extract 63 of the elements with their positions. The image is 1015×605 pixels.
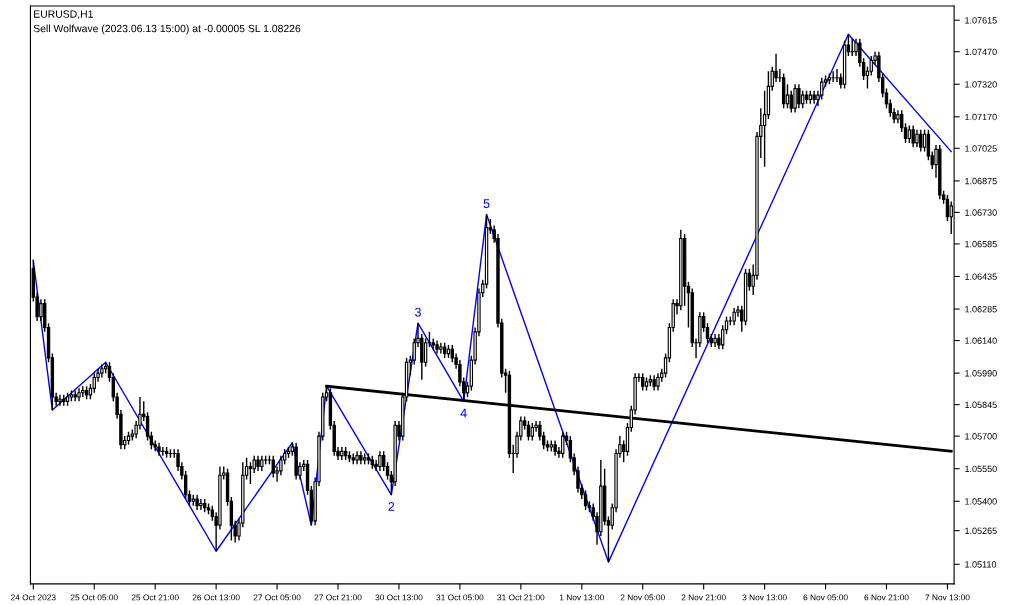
y-tick-label: 1.06585: [965, 240, 997, 248]
candlestick: [911, 124, 915, 148]
candlestick: [762, 90, 767, 168]
y-tick-label: 1.06730: [965, 209, 997, 216]
y-tick-label: 1.06435: [965, 273, 997, 280]
candlestick: [835, 68, 839, 83]
x-tick-label: 2 Nov 21:00: [681, 594, 726, 601]
x-tick-label: 26 Oct 13:00: [192, 594, 240, 601]
y-tick-label: 1.07025: [965, 145, 997, 152]
candlestick: [271, 454, 275, 479]
x-tick-label: 1 Nov 13:00: [559, 594, 604, 601]
line-series: [32, 33, 952, 563]
x-tick-label: 31 Oct 05:00: [436, 594, 484, 601]
candlestick: [161, 446, 165, 457]
candlestick: [793, 83, 797, 114]
y-tick-label: 1.07170: [965, 113, 997, 121]
candlestick: [831, 70, 835, 83]
y-tick-label: 1.07615: [965, 17, 997, 24]
candlestick: [439, 342, 443, 355]
x-tick-label: 25 Oct 21:00: [131, 594, 179, 601]
y-tick-label: 1.05400: [965, 498, 997, 505]
x-tick-label: 27 Oct 21:00: [314, 594, 362, 601]
x-tick-label: 31 Oct 21:00: [497, 594, 545, 601]
x-tick-label: 3 Nov 13:00: [742, 594, 787, 601]
candlestick: [561, 431, 565, 459]
y-tick-label: 1.05990: [965, 370, 997, 377]
candlestick: [199, 498, 203, 511]
x-tick-label: 27 Oct 05:00: [253, 594, 301, 601]
candlestick: [423, 337, 428, 368]
y-tick-label: 1.06140: [965, 337, 997, 344]
y-tick-label: 1.07470: [965, 48, 997, 56]
candlestick: [926, 129, 931, 161]
chart-title: EURUSD,H1: [34, 10, 93, 19]
y-tick-label: 1.06875: [965, 177, 997, 185]
candlestick: [919, 129, 923, 153]
y-tick-label: 1.05700: [965, 433, 997, 440]
candlestick: [797, 83, 801, 109]
candlestick: [378, 450, 382, 472]
x-tick-label: 6 Nov 21:00: [864, 594, 909, 601]
y-tick-label: 1.05110: [965, 561, 997, 568]
candlestick: [145, 411, 150, 442]
y-tick-label: 1.05845: [965, 401, 997, 408]
annotation: 5: [483, 199, 490, 208]
candlestick: [583, 489, 588, 511]
annotation: 2: [388, 502, 395, 511]
x-tick-label: 7 Nov 13:00: [925, 594, 970, 601]
x-tick-label: 6 Nov 05:00: [803, 594, 848, 601]
x-tick-label: 30 Oct 13:00: [375, 594, 423, 601]
candlestick: [248, 461, 253, 485]
annotation: 4: [460, 408, 467, 418]
y-tick-label: 1.06285: [965, 306, 997, 313]
text: Sell Wolfwave (2023.06.13 15:00) at -0.00005 SL 1.08226: [33, 24, 301, 35]
x-tick-label: 25 Oct 05:00: [70, 594, 118, 601]
candlestick: [374, 459, 378, 472]
y-tick-label: 1.05550: [965, 465, 997, 473]
candlestick: [81, 385, 85, 398]
annotation: 3: [415, 307, 421, 317]
y-tick-label: 1.07320: [965, 81, 997, 88]
candlestick: [58, 394, 62, 407]
candlestick: [774, 53, 778, 83]
x-tick-label: 2 Nov 05:00: [620, 594, 665, 601]
x-tick-label: 24 Oct 2023: [11, 594, 56, 601]
y-tick-label: 1.05265: [965, 527, 997, 534]
